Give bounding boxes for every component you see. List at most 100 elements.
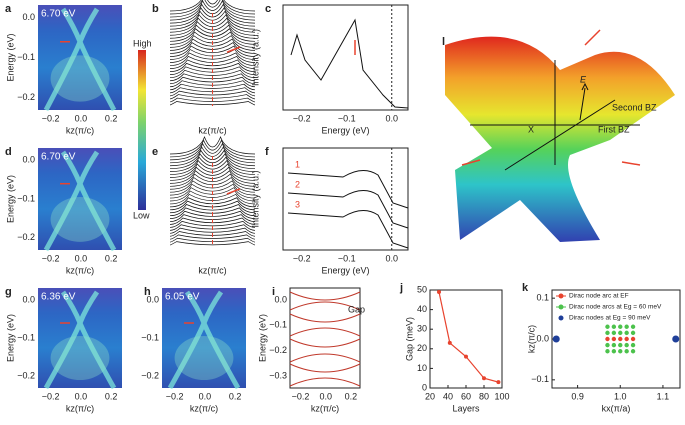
y-axis-label: kz(π/c): [526, 325, 536, 353]
data-point: [611, 324, 617, 329]
y-tick-label: 0.0: [22, 294, 35, 304]
x-tick-label: 20: [425, 391, 435, 401]
edc-curve: [287, 190, 409, 229]
data-point: [618, 330, 623, 336]
data-point: [464, 354, 468, 359]
intensity: [50, 55, 110, 102]
panel-letter: g: [5, 286, 12, 298]
panel-letter: c: [265, 3, 271, 15]
x-tick-label: −0.1: [338, 113, 356, 123]
mdc-curve: [169, 210, 256, 219]
legend-label: Dirac nodes at Eg = 90 meV: [569, 315, 651, 322]
curve-label: 2: [295, 179, 300, 189]
x-axis-label: kz(π/c): [198, 125, 226, 135]
x-tick-label: 0.0: [199, 391, 212, 401]
y-tick-label: −0.1: [531, 374, 549, 384]
x-tick-label: 0.0: [75, 113, 88, 123]
x-tick-label: 60: [461, 391, 471, 401]
mdc-curve: [169, 69, 256, 79]
arpes-image: [38, 148, 122, 250]
y-tick-label: −0.1: [269, 320, 287, 330]
mdc-curve: [169, 241, 256, 246]
mdc-curve: [169, 52, 256, 63]
x-tick-label: 0.0: [319, 391, 332, 401]
mdc-curve: [169, 227, 256, 234]
band-line: [289, 327, 361, 337]
edc-curve: [290, 18, 409, 109]
data-point: [605, 336, 610, 342]
bz-label: Second BZ: [612, 102, 657, 112]
colorbar-high: High: [133, 38, 152, 48]
band-line: [289, 363, 361, 373]
colorbar: [138, 50, 146, 210]
red-arrow: [226, 46, 241, 53]
mdc-curve: [169, 136, 256, 155]
mdc-curve: [169, 97, 256, 103]
y-tick-label: 10: [417, 363, 427, 373]
plot-frame: [289, 287, 361, 389]
band-line: [289, 353, 361, 363]
x-tick-label: 0.0: [385, 253, 398, 263]
panel-letter: a: [5, 3, 12, 15]
legend-label: Dirac node arc at EF: [569, 293, 629, 300]
intensity: [50, 196, 110, 242]
mdc-curve: [169, 173, 256, 187]
x-tick-label: 100: [494, 391, 509, 401]
data-point: [605, 342, 610, 348]
data-point: [618, 342, 623, 348]
x-axis-label: kz(π/c): [66, 403, 94, 413]
x-axis-label: kz(π/c): [66, 125, 94, 135]
x-axis-label: kx(π/a): [602, 403, 631, 413]
x-axis-label: Energy (eV): [321, 125, 369, 135]
x-axis-label: kz(π/c): [66, 265, 94, 275]
dispersion: [167, 290, 241, 390]
y-tick-label: 0.0: [274, 294, 287, 304]
curve-label: 1: [295, 159, 300, 169]
data-line: [438, 291, 499, 383]
mdc-curve: [169, 190, 256, 202]
mdc-curve: [169, 153, 256, 170]
arpes-image: [38, 288, 122, 388]
x-axis-label: kz(π/c): [198, 265, 226, 275]
y-axis-label: Energy (eV): [5, 175, 15, 223]
mdc-curve: [169, 204, 256, 214]
y-tick-label: −0.2: [17, 92, 35, 102]
data-point: [447, 340, 452, 345]
y-tick-label: −0.1: [17, 193, 35, 203]
x-tick-label: −0.2: [42, 113, 60, 123]
panel-letter: b: [152, 3, 159, 15]
x-tick-label: 0.0: [75, 391, 88, 401]
data-point: [437, 289, 441, 294]
data-point: [605, 349, 610, 354]
mdc-curve: [169, 0, 256, 15]
axes-3d: [470, 60, 640, 171]
y-tick-label: 50: [417, 284, 427, 294]
edc-curve: [287, 210, 409, 249]
mdc-curve: [169, 3, 256, 21]
x-tick-label: 0.2: [345, 391, 358, 401]
mdc-curve: [169, 76, 256, 85]
mdc-curve: [169, 31, 256, 45]
x-axis-label: kz(π/c): [311, 403, 339, 413]
y-tick-label: 0.1: [536, 293, 549, 303]
bz-label: First BZ: [598, 124, 630, 134]
mdc-curve: [169, 0, 256, 18]
data-point: [611, 330, 617, 336]
x-tick-label: −0.2: [42, 391, 60, 401]
y-tick-label: 0: [422, 382, 427, 392]
mdc-curve: [169, 17, 256, 33]
data-point: [624, 336, 629, 342]
data-point: [552, 335, 560, 343]
legend-label: Dirac node arcs at Eg = 60 meV: [569, 304, 662, 311]
data-point: [618, 349, 623, 354]
data-point: [624, 324, 629, 329]
curve-label: 3: [295, 199, 300, 209]
mdc-curve: [169, 139, 256, 158]
red-arrow: [461, 159, 481, 166]
mdc-curve: [169, 234, 256, 240]
panel-letter: e: [152, 146, 158, 158]
x-tick-label: 0.2: [105, 391, 118, 401]
data-point: [618, 336, 623, 342]
data-point: [496, 380, 501, 385]
